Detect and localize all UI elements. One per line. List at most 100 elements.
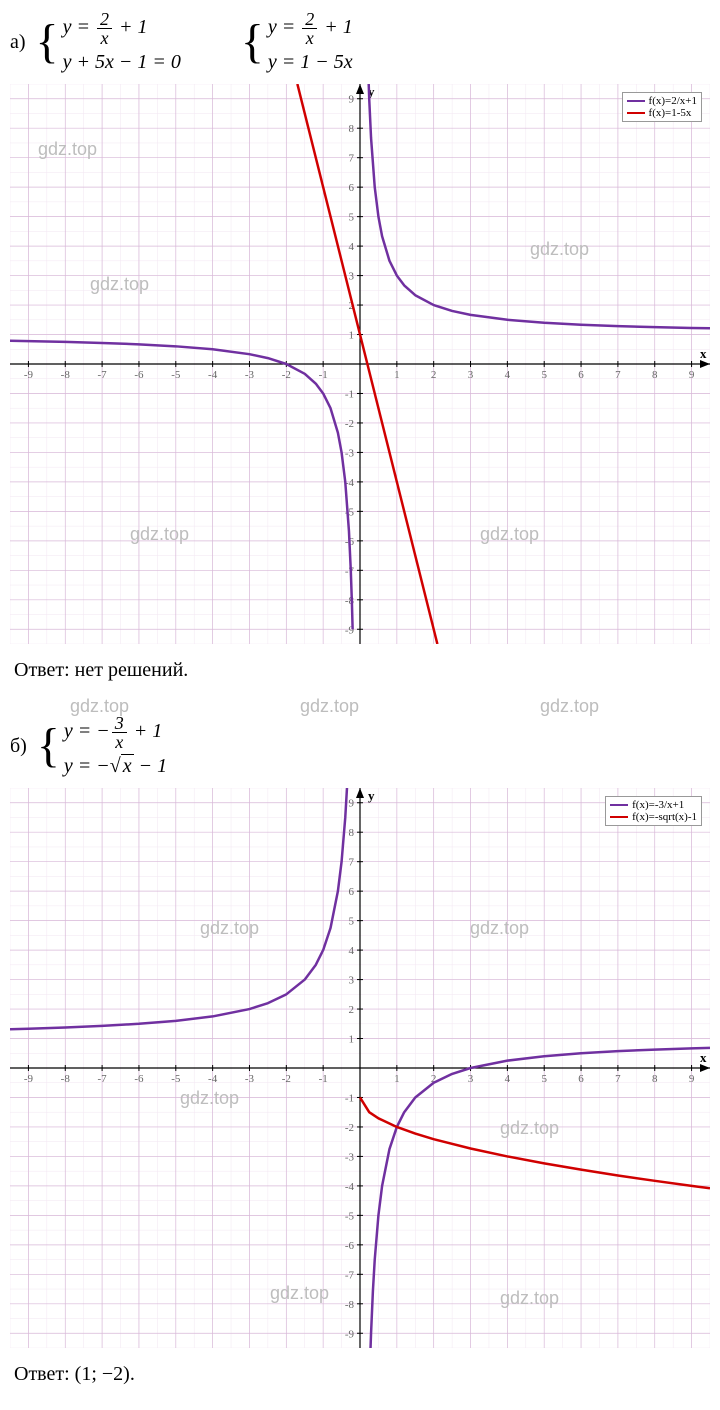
svg-text:-5: -5	[171, 1073, 181, 1085]
watermark: gdz.top	[70, 696, 129, 717]
svg-text:1: 1	[349, 330, 355, 342]
svg-text:-3: -3	[245, 1073, 255, 1085]
legend-label: f(x)=-sqrt(x)-1	[632, 811, 697, 823]
svg-text:-8: -8	[61, 1073, 71, 1085]
svg-text:8: 8	[652, 1073, 658, 1085]
svg-text:1: 1	[394, 369, 400, 381]
chart-a-legend: f(x)=2/x+1f(x)=1-5x	[622, 92, 702, 122]
svg-text:-9: -9	[345, 1328, 355, 1340]
eq-a2-1: y = 2x + 1	[268, 10, 353, 47]
svg-text:-5: -5	[345, 1210, 355, 1222]
system-b1: { y = −3x + 1 y = −x − 1	[37, 714, 167, 778]
answer-a: Ответ: нет решений.	[14, 659, 710, 682]
svg-text:2: 2	[349, 1004, 355, 1016]
svg-text:-3: -3	[345, 1151, 355, 1163]
legend-swatch	[610, 816, 628, 818]
svg-text:7: 7	[615, 1073, 621, 1085]
svg-text:-7: -7	[98, 1073, 108, 1085]
svg-text:-1: -1	[319, 369, 328, 381]
svg-text:-2: -2	[282, 1073, 291, 1085]
legend-label: f(x)=1-5x	[649, 107, 692, 119]
svg-text:-1: -1	[345, 1092, 354, 1104]
svg-text:-8: -8	[61, 369, 71, 381]
svg-text:4: 4	[505, 1073, 511, 1085]
svg-text:4: 4	[505, 369, 511, 381]
svg-text:4: 4	[349, 241, 355, 253]
wm-between-row: gdz.top gdz.top gdz.top	[10, 696, 710, 714]
svg-text:8: 8	[349, 827, 355, 839]
svg-text:7: 7	[349, 857, 355, 869]
svg-text:9: 9	[689, 1073, 695, 1085]
legend-item: f(x)=1-5x	[627, 107, 697, 119]
svg-text:-4: -4	[345, 1181, 355, 1193]
svg-text:-6: -6	[134, 1073, 144, 1085]
svg-text:3: 3	[468, 1073, 474, 1085]
svg-text:5: 5	[541, 369, 547, 381]
svg-text:-3: -3	[345, 447, 355, 459]
svg-text:8: 8	[652, 369, 658, 381]
chart-b-legend: f(x)=-3/x+1f(x)=-sqrt(x)-1	[605, 796, 702, 826]
svg-text:-5: -5	[171, 369, 181, 381]
eq-a1-1: y = 2x + 1	[63, 10, 181, 47]
svg-text:-2: -2	[282, 369, 291, 381]
svg-text:8: 8	[349, 123, 355, 135]
svg-text:6: 6	[578, 369, 584, 381]
svg-text:2: 2	[431, 369, 437, 381]
svg-text:-1: -1	[345, 388, 354, 400]
watermark: gdz.top	[540, 696, 599, 717]
svg-text:-6: -6	[345, 1240, 355, 1252]
eq-b1-2: y = −x − 1	[64, 755, 167, 778]
svg-text:1: 1	[394, 1073, 400, 1085]
svg-text:-8: -8	[345, 1299, 355, 1311]
svg-text:5: 5	[349, 212, 355, 224]
svg-text:7: 7	[349, 153, 355, 165]
svg-text:1: 1	[349, 1034, 355, 1046]
problem-b-label: б)	[10, 735, 27, 758]
svg-text:-9: -9	[24, 369, 34, 381]
svg-text:9: 9	[689, 369, 695, 381]
legend-item: f(x)=-3/x+1	[610, 799, 697, 811]
problem-a-label: а)	[10, 31, 26, 54]
svg-text:9: 9	[349, 798, 355, 810]
svg-text:x: x	[700, 346, 707, 361]
svg-text:3: 3	[468, 369, 474, 381]
legend-swatch	[627, 112, 645, 114]
eq-a1-2: y + 5x − 1 = 0	[63, 51, 181, 74]
eq-a2-2: y = 1 − 5x	[268, 51, 353, 74]
svg-text:-6: -6	[134, 369, 144, 381]
svg-text:-7: -7	[98, 369, 108, 381]
legend-swatch	[610, 804, 628, 806]
svg-text:y: y	[368, 788, 375, 803]
svg-text:7: 7	[615, 369, 621, 381]
legend-swatch	[627, 100, 645, 102]
svg-text:5: 5	[541, 1073, 547, 1085]
svg-text:-7: -7	[345, 1269, 355, 1281]
chart-b-svg: x y -9 -8 -7 -6 -5 -4 -3 -2 -1 1 2 3 4 5 6 7 8 9 -9 -8 -7 -6 -5 -…	[10, 788, 710, 1348]
svg-text:-2: -2	[345, 418, 354, 430]
legend-item: f(x)=2/x+1	[627, 95, 697, 107]
chart-a-svg: xy-9-8-7-6-5-4-3-2-1123456789-9-8-7-6-5-…	[10, 84, 710, 644]
chart-b: f(x)=-3/x+1f(x)=-sqrt(x)-1 x y -9 -8 -7 -6 -5 -…	[10, 788, 710, 1353]
svg-text:-1: -1	[319, 1073, 328, 1085]
svg-text:-2: -2	[345, 1122, 354, 1134]
svg-text:6: 6	[349, 886, 355, 898]
svg-text:6: 6	[578, 1073, 584, 1085]
chart-a: f(x)=2/x+1f(x)=1-5x xy-9-8-7-6-5-4-3-2-1…	[10, 84, 710, 649]
answer-b: Ответ: (1; −2).	[14, 1363, 710, 1386]
svg-text:4: 4	[349, 945, 355, 957]
problem-b-header: б) { y = −3x + 1 y = −x − 1	[10, 714, 710, 778]
svg-text:x: x	[700, 1050, 707, 1065]
svg-text:6: 6	[349, 182, 355, 194]
svg-text:-4: -4	[208, 1073, 218, 1085]
system-a1: { y = 2x + 1 y + 5x − 1 = 0	[36, 10, 181, 74]
svg-text:5: 5	[349, 916, 355, 928]
svg-text:9: 9	[349, 94, 355, 106]
svg-text:-3: -3	[245, 369, 255, 381]
legend-label: f(x)=2/x+1	[649, 95, 697, 107]
problem-a-header: а) { y = 2x + 1 y + 5x − 1 = 0 { y = 2x …	[10, 10, 710, 74]
svg-text:-4: -4	[208, 369, 218, 381]
legend-label: f(x)=-3/x+1	[632, 799, 684, 811]
svg-text:3: 3	[349, 975, 355, 987]
svg-text:-9: -9	[24, 1073, 34, 1085]
watermark: gdz.top	[300, 696, 359, 717]
